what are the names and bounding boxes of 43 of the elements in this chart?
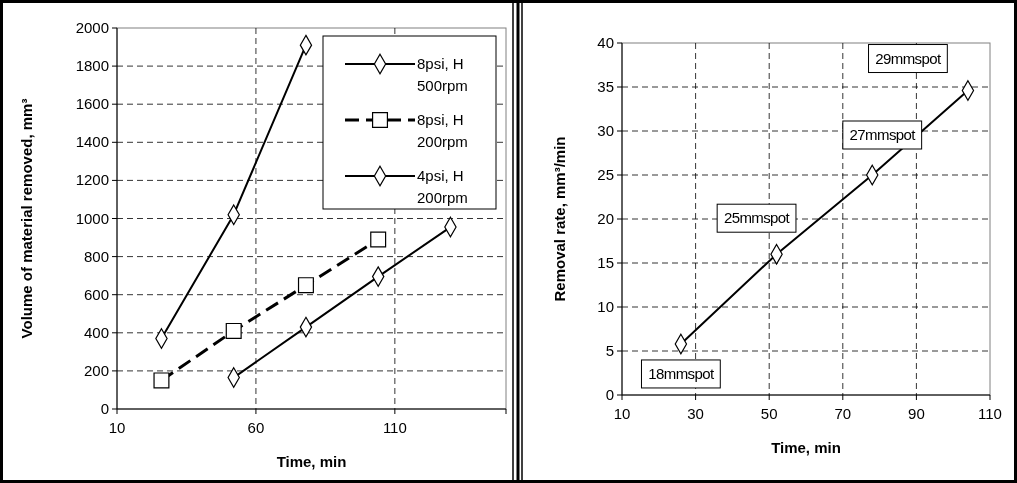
annotation: 25mmspot bbox=[723, 209, 791, 227]
annotation: 29mmspot bbox=[875, 49, 942, 67]
x-tick-label: 70 bbox=[834, 405, 852, 422]
y-axis-title: Removal rate, mm³/min bbox=[551, 136, 568, 302]
y-tick-label: 30 bbox=[597, 122, 614, 139]
x-tick-label: 10 bbox=[108, 419, 126, 436]
x-tick-label: 110 bbox=[382, 419, 407, 436]
y-tick-label: 600 bbox=[83, 285, 109, 303]
y-tick-label: 10 bbox=[597, 298, 614, 315]
y-tick-label: 35 bbox=[597, 78, 614, 95]
point bbox=[370, 231, 387, 248]
y-tick-label: 0 bbox=[100, 400, 109, 417]
y-tick-label: 800 bbox=[83, 247, 109, 265]
y-axis-title: Volume of material removed, mm³ bbox=[18, 98, 35, 339]
y-tick-label: 400 bbox=[83, 323, 109, 341]
legend-label: 4psi, H 200rpm bbox=[417, 167, 468, 206]
legend-label: 8psi, H 200rpm bbox=[417, 111, 468, 150]
annotation: 27mmspot bbox=[849, 126, 917, 143]
point bbox=[225, 322, 242, 339]
point bbox=[153, 372, 170, 389]
x-axis-title: Time, min bbox=[276, 453, 347, 470]
annotation: 18mmspot bbox=[648, 364, 715, 382]
y-tick-label: 15 bbox=[597, 254, 614, 271]
point bbox=[297, 277, 314, 294]
y-tick-label: 25 bbox=[597, 166, 614, 183]
x-tick-label: 60 bbox=[247, 419, 265, 436]
x-tick-label: 30 bbox=[687, 405, 704, 422]
legend-label: 8psi, H 500rpm bbox=[417, 55, 468, 94]
y-tick-label: 1600 bbox=[75, 95, 109, 113]
x-axis-title: Time, min bbox=[771, 439, 841, 456]
y-tick-label: 1200 bbox=[75, 171, 109, 189]
y-tick-label: 1000 bbox=[75, 209, 109, 227]
y-tick-label: 20 bbox=[597, 210, 614, 227]
y-tick-label: 5 bbox=[605, 342, 614, 359]
x-tick-label: 90 bbox=[908, 405, 925, 422]
y-tick-label: 0 bbox=[605, 386, 614, 403]
y-tick-label: 200 bbox=[83, 361, 109, 379]
y-tick-label: 40 bbox=[597, 34, 614, 51]
x-tick-label: 50 bbox=[760, 405, 778, 422]
x-tick-label: 110 bbox=[978, 405, 1002, 422]
y-tick-label: 2000 bbox=[75, 19, 109, 36]
y-tick-label: 1400 bbox=[75, 133, 109, 151]
y-tick-label: 1800 bbox=[75, 57, 109, 75]
